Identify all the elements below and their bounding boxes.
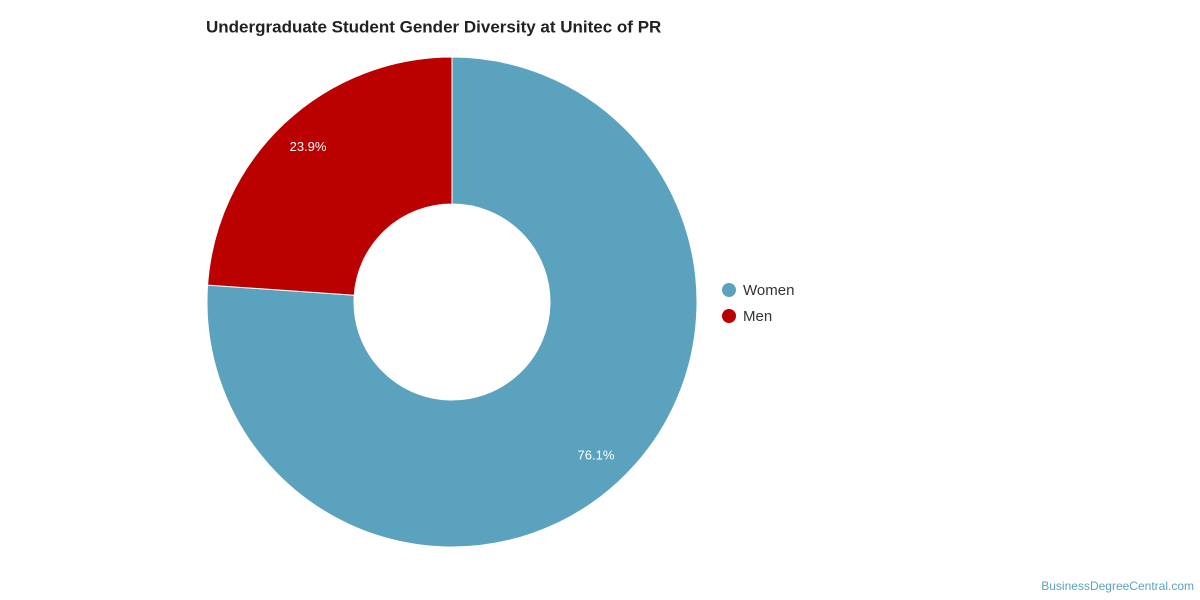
legend-marker bbox=[722, 283, 736, 297]
data-label: 76.1% bbox=[578, 448, 615, 463]
donut-slice bbox=[206, 56, 698, 548]
donut-slice bbox=[207, 56, 453, 296]
data-label: 23.9% bbox=[290, 139, 327, 154]
chart-title: Undergraduate Student Gender Diversity a… bbox=[206, 17, 661, 36]
legend-label: Men bbox=[743, 308, 772, 325]
legend-marker bbox=[722, 309, 736, 323]
legend-label: Women bbox=[743, 282, 794, 299]
credit: BusinessDegreeCentral.com bbox=[1041, 579, 1194, 593]
